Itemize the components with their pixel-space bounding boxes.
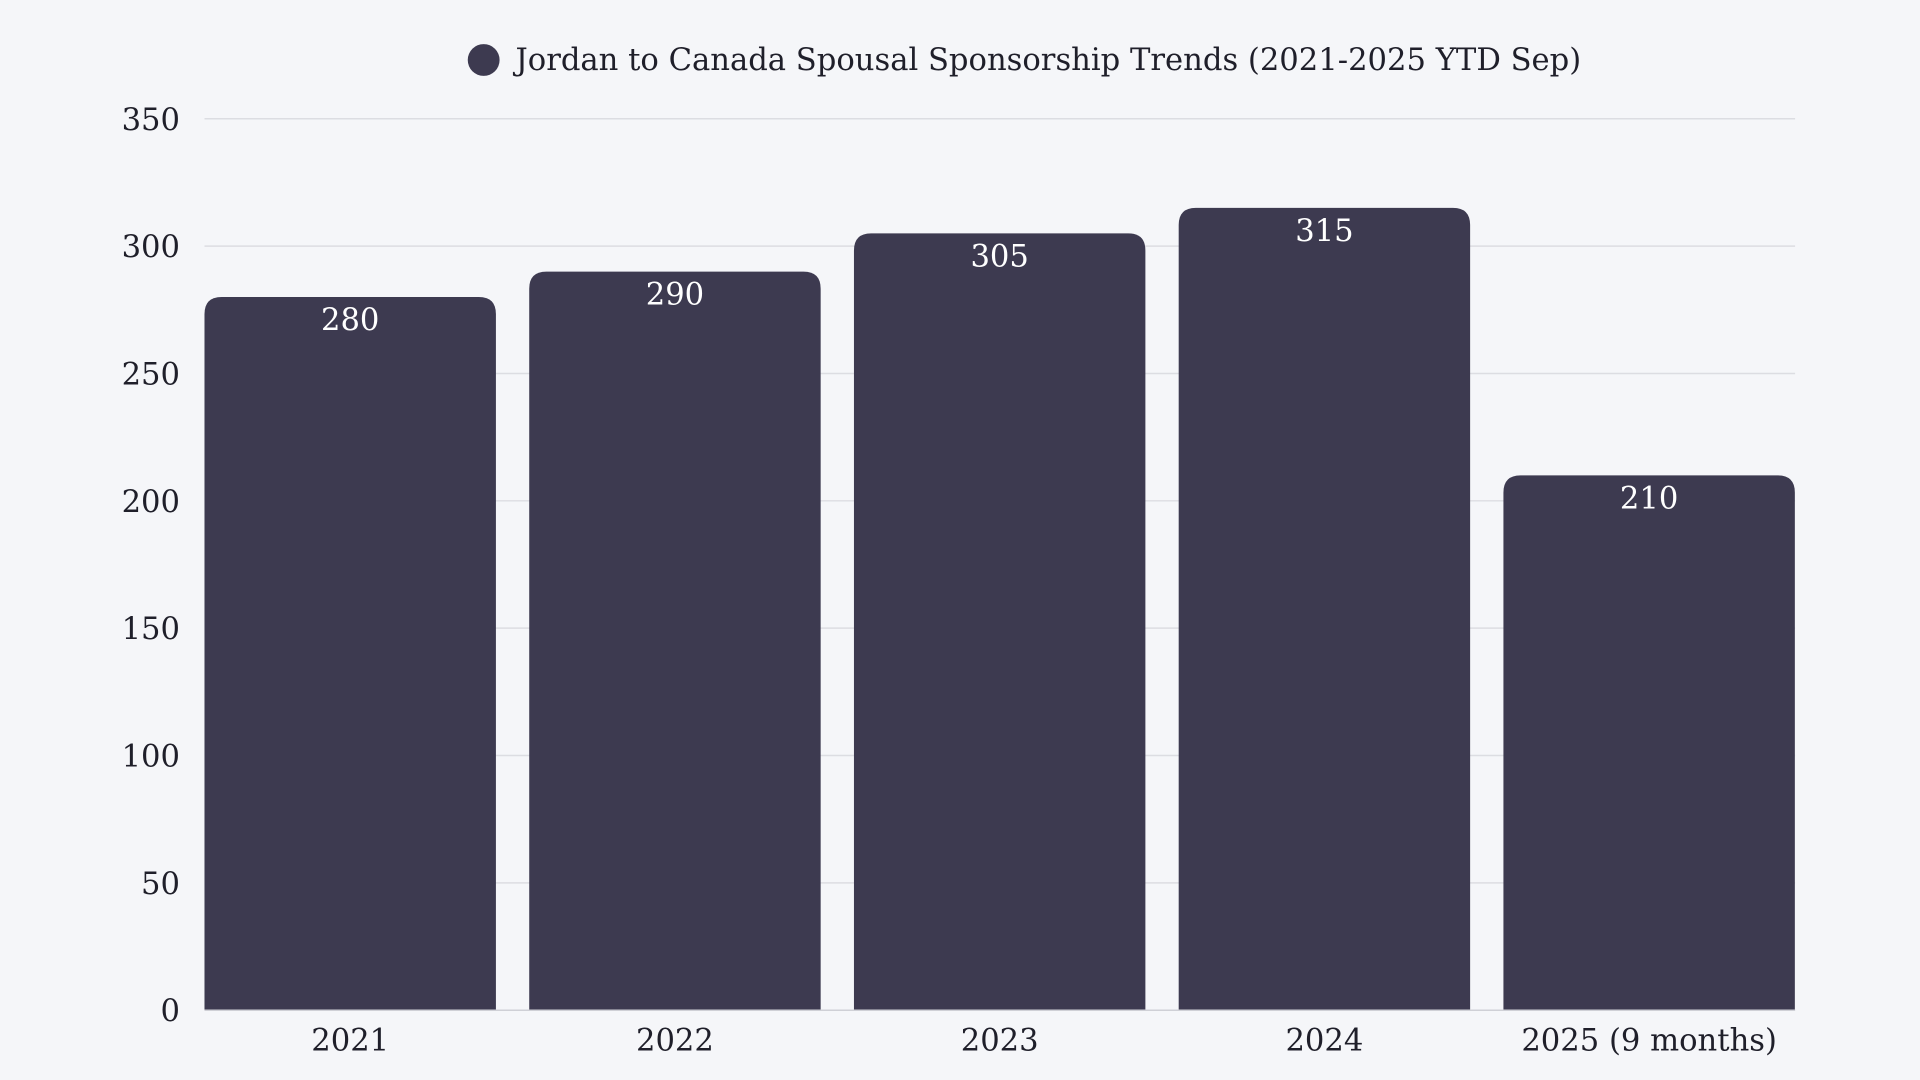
y-tick-label: 200 [122,485,180,520]
data-label: 210 [1620,481,1678,516]
x-tick-label: 2022 [636,1024,714,1059]
data-label: 280 [321,303,379,338]
x-axis: 2021 2022 2023 2024 2025 (9 months) [204,1009,1796,1059]
x-tick-label: 2021 [311,1024,389,1059]
y-tick-label: 0 [161,994,180,1029]
y-tick-label: 50 [141,867,180,902]
x-tick-label: 2023 [961,1024,1039,1059]
bars: 280 290 305 315 210 [204,207,1795,1011]
x-tick-label: 2025 (9 months) [1521,1024,1777,1059]
x-tick-label: 2024 [1285,1024,1363,1059]
bar-2024[interactable] [1178,207,1471,1011]
y-tick-label: 150 [122,612,180,647]
y-tick-label: 350 [122,103,180,138]
data-label: 305 [970,239,1028,274]
bar-2023[interactable] [853,233,1146,1011]
bar-2022[interactable] [529,271,821,1011]
bar-2025 (9 months)[interactable] [1503,475,1795,1011]
y-axis: 0 50 100 150 200 250 300 350 [122,103,180,1029]
data-label: 290 [646,278,704,313]
y-tick-label: 300 [122,230,180,265]
legend[interactable]: Jordan to Canada Spousal Sponsorship Tre… [467,43,1582,78]
bar-2021[interactable] [204,297,496,1011]
legend-swatch [467,44,500,76]
y-tick-label: 100 [122,740,180,775]
legend-label: Jordan to Canada Spousal Sponsorship Tre… [513,43,1582,78]
data-label: 315 [1295,214,1353,249]
y-tick-label: 250 [122,357,180,392]
